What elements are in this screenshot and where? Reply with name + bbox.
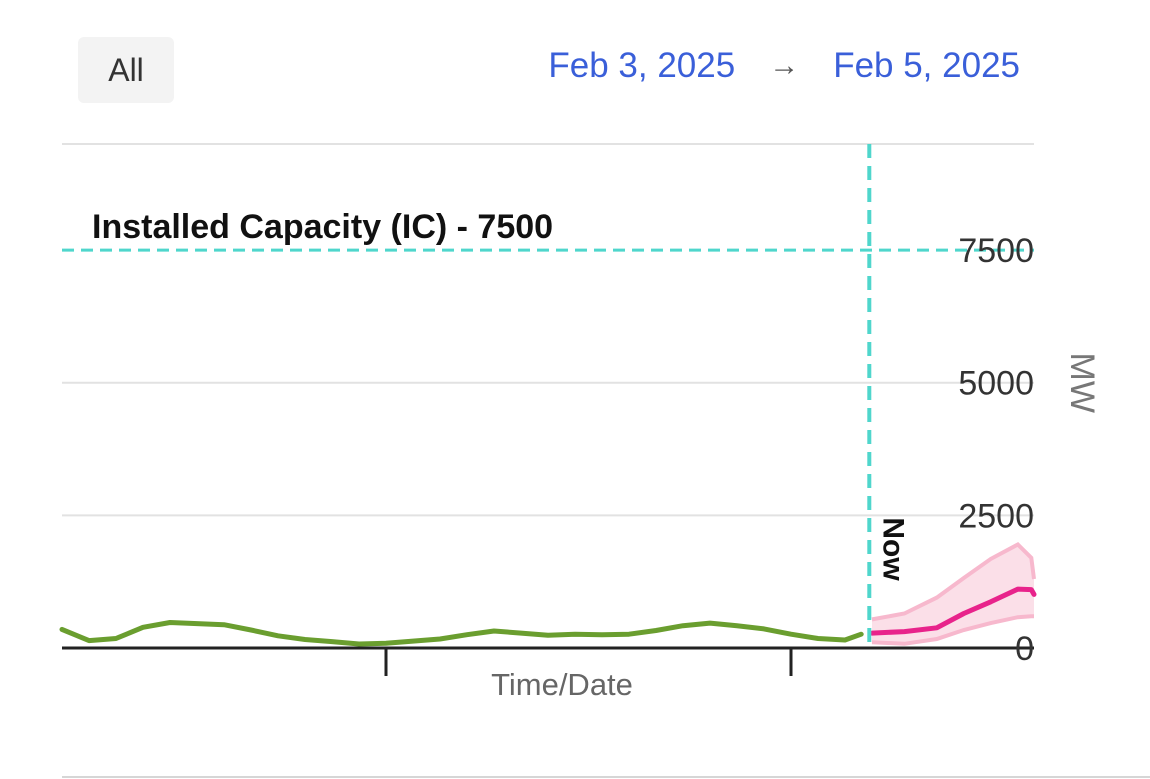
actual-series-line xyxy=(59,620,864,647)
capacity-label: Installed Capacity (IC) - 7500 xyxy=(92,208,553,246)
date-range: Feb 3, 2025 → Feb 5, 2025 xyxy=(548,46,1020,86)
forecast-series-line xyxy=(869,586,1037,636)
forecast-band-lower xyxy=(871,614,1034,646)
forecast-band xyxy=(872,544,1034,644)
y-axis-title: MW xyxy=(1063,353,1101,413)
series-group xyxy=(59,586,1037,647)
all-filter-button[interactable]: All xyxy=(78,37,174,103)
labels: Installed Capacity (IC) - 7500 Now Time/… xyxy=(92,208,1101,702)
y-tick-label: 0 xyxy=(1015,630,1034,668)
y-tick-label: 7500 xyxy=(958,232,1034,270)
now-label: Now xyxy=(876,517,909,581)
end-date-link[interactable]: Feb 5, 2025 xyxy=(833,46,1020,85)
reference-lines xyxy=(62,144,1034,648)
forecast-band-upper xyxy=(871,542,1036,622)
y-tick-label: 2500 xyxy=(958,497,1034,535)
arrow-right-icon: → xyxy=(769,49,800,82)
x-axis xyxy=(62,646,1034,676)
y-tick-label: 5000 xyxy=(958,365,1034,403)
start-date-link[interactable]: Feb 3, 2025 xyxy=(548,46,736,85)
bottom-divider xyxy=(62,776,1150,778)
forecast-band-group xyxy=(871,542,1036,646)
grid-lines xyxy=(62,143,1034,517)
x-axis-title: Time/Date xyxy=(491,667,633,702)
